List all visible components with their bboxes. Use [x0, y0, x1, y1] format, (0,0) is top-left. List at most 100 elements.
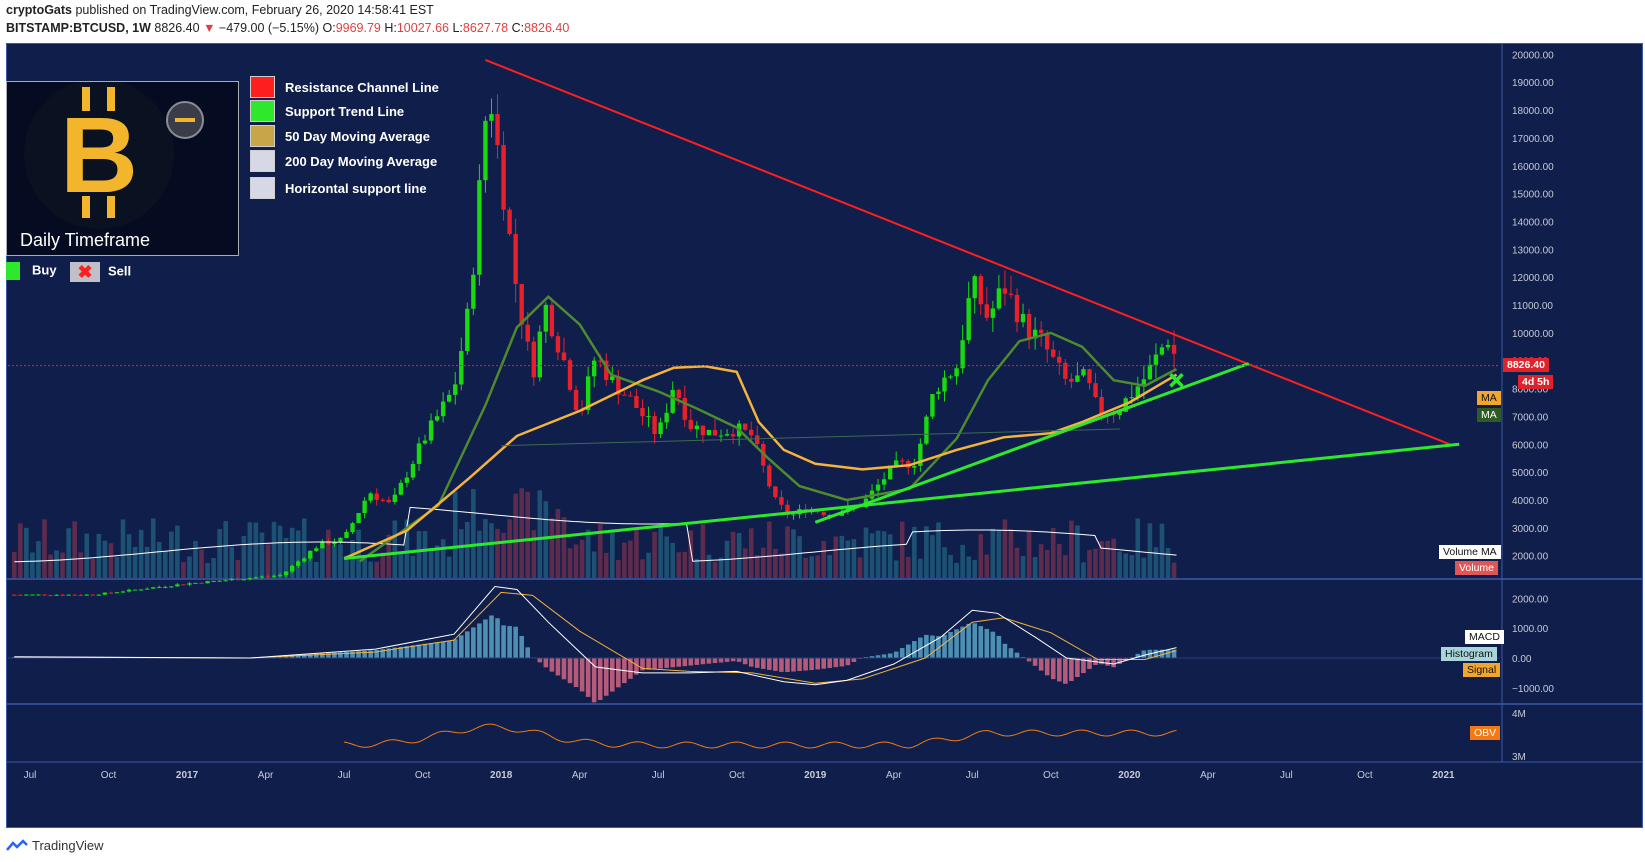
volume-bar [1002, 519, 1008, 578]
candle-body [362, 500, 367, 514]
macd-histogram-bar [948, 632, 953, 658]
macd-histogram-bar [972, 623, 978, 658]
volume-bar [797, 536, 802, 578]
candle-body [700, 425, 706, 436]
candle-body [507, 209, 512, 234]
chart-frame[interactable] [6, 43, 1643, 828]
volume-bar [1093, 548, 1098, 578]
volume-bar [869, 533, 875, 578]
candle-body [495, 114, 500, 146]
candle-body [676, 389, 681, 398]
candle-body [241, 579, 247, 581]
author-name[interactable]: cryptoGats [6, 3, 72, 17]
legend-label: Support Trend Line [285, 103, 405, 119]
volume-bar [320, 545, 325, 578]
candle-body [791, 514, 796, 516]
candle-body [573, 389, 579, 411]
candle-body [724, 434, 730, 436]
candle-body [1117, 411, 1122, 416]
volume-bar [1044, 549, 1050, 578]
high-value: 10027.66 [396, 21, 449, 35]
candle-body [326, 541, 331, 545]
volume-bar [773, 548, 778, 578]
macd-histogram-bar [664, 658, 669, 668]
ma50-tag: MA [1477, 391, 1501, 405]
volume-bar [839, 535, 845, 578]
logo-circle [24, 82, 174, 229]
candle-body [368, 493, 373, 501]
resistance-swatch [250, 76, 275, 98]
macd-histogram-bar [1135, 653, 1141, 658]
candle-body [930, 394, 935, 417]
candle-body [229, 579, 234, 581]
candle-body [199, 582, 204, 584]
macd-histogram-bar [416, 644, 422, 658]
tradingview-footer[interactable]: TradingView [6, 838, 104, 853]
volume-bar [706, 554, 712, 578]
candle-body [1159, 347, 1165, 355]
candle-body [283, 571, 289, 576]
legend-ma200: 200 Day Moving Average [250, 150, 437, 172]
candle-body [1129, 397, 1134, 399]
volume-bar [616, 559, 621, 578]
candle-body [102, 592, 108, 595]
volume-bar [356, 529, 361, 578]
low-value: 8627.78 [462, 21, 509, 35]
volume-bar [833, 536, 839, 578]
macd-histogram-bar [356, 651, 361, 658]
macd-histogram-bar [603, 658, 609, 696]
macd-histogram-bar [362, 650, 367, 658]
volume-bar [718, 557, 724, 578]
macd-histogram-bar [676, 658, 682, 667]
macd-histogram-bar [314, 653, 319, 658]
macd-histogram-bar [881, 654, 887, 658]
volume-bar [386, 534, 392, 578]
volume-bar [730, 531, 736, 578]
candle-body [404, 477, 410, 483]
candle-body [96, 594, 102, 596]
candle-body [936, 391, 941, 395]
ma200-swatch [250, 150, 275, 172]
macd-histogram-bar [924, 634, 929, 658]
volume-bar [102, 540, 108, 578]
candle-body [446, 394, 452, 402]
candle-body [912, 465, 917, 468]
volume-bar [785, 526, 790, 578]
time-tick-label: Apr [572, 770, 588, 781]
volume-bar [120, 519, 126, 578]
volume-bar [235, 559, 241, 578]
candle-body [598, 360, 603, 362]
macd-histogram-bar [839, 658, 845, 667]
macd-histogram-bar [803, 658, 808, 671]
candle-body [1165, 344, 1171, 348]
candle-body [114, 592, 120, 594]
macd-histogram-bar [875, 655, 881, 658]
buy-marker-icon [1169, 373, 1184, 388]
volume-bar [700, 523, 706, 578]
macd-histogram-bar [555, 658, 561, 676]
macd-histogram-bar [458, 635, 464, 658]
volume-bar [1020, 555, 1026, 578]
macd-histogram-bar [1159, 649, 1165, 658]
sell-label: Sell [108, 263, 132, 279]
volume-bar [501, 532, 506, 578]
candle-body [386, 499, 391, 503]
volume-bar [495, 528, 500, 578]
price-tick-label: 7000.00 [1512, 412, 1549, 423]
change-down-icon: ▼ [203, 21, 216, 35]
volume-bar [875, 530, 881, 578]
volume-ma-tag: Volume MA [1439, 545, 1501, 559]
price-tick-label: 5000.00 [1512, 468, 1549, 479]
volume-bar [1087, 549, 1092, 578]
candle-body [1002, 288, 1008, 294]
volume-bar [948, 554, 953, 578]
volume-bar [314, 562, 319, 578]
time-tick-label: Oct [1043, 770, 1059, 781]
candle-body [380, 499, 385, 501]
macd-histogram-bar [966, 623, 971, 658]
macd-histogram-bar [1008, 648, 1014, 658]
time-tick-label: 2020 [1118, 770, 1141, 781]
macd-histogram-bar [410, 645, 416, 658]
macd-histogram-bar [609, 658, 615, 692]
